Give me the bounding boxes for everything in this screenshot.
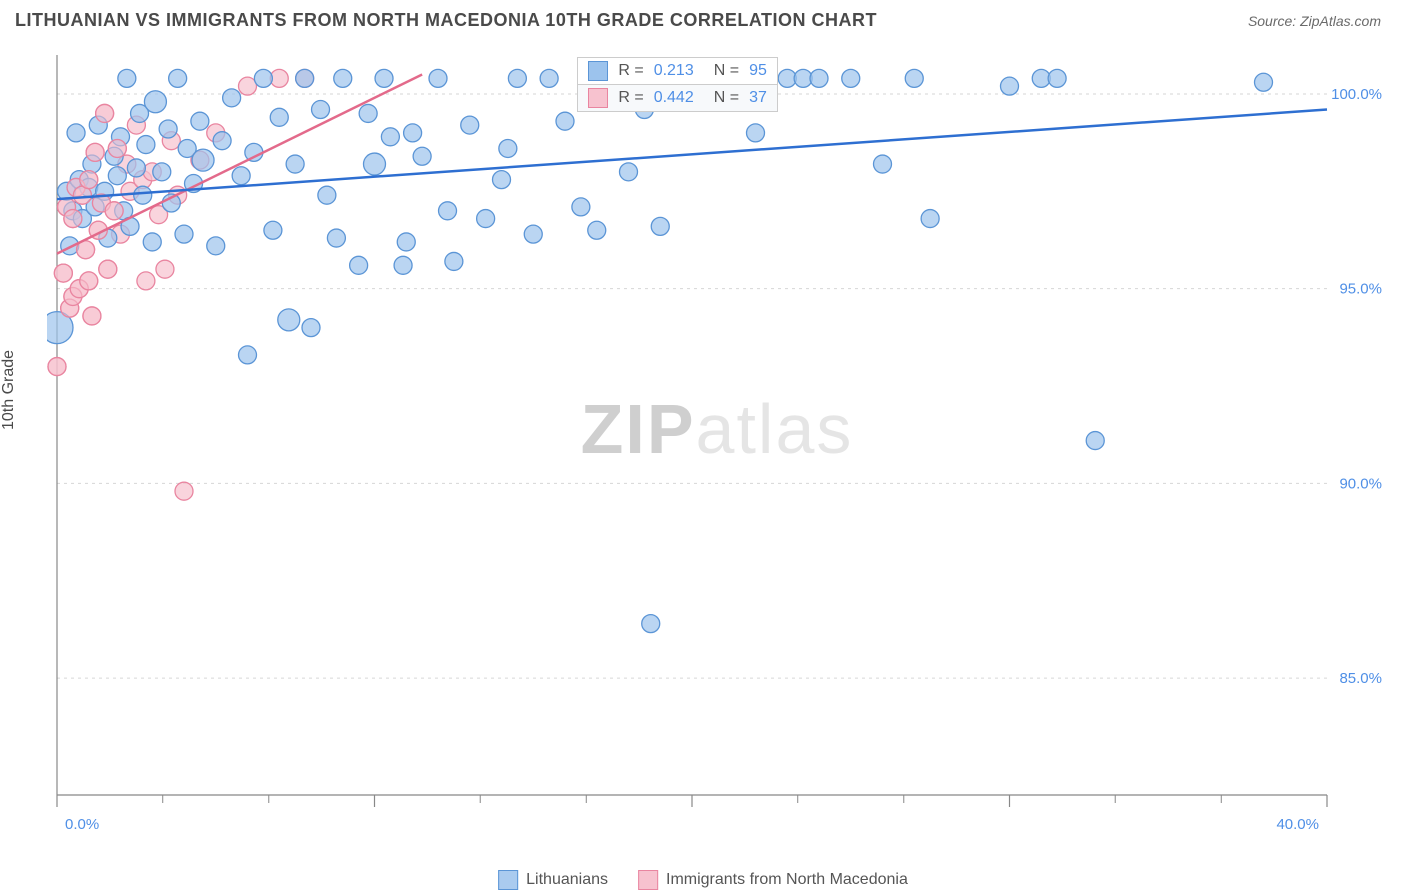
r-value-pink: 0.442 [654,89,694,107]
legend-item-blue: Lithuanians [498,870,608,890]
n-value-pink: 37 [749,89,767,107]
chart-title: LITHUANIAN VS IMMIGRANTS FROM NORTH MACE… [15,10,877,31]
y-axis-label: 10th Grade [0,350,18,430]
svg-text:85.0%: 85.0% [1339,670,1382,687]
scatter-plot-svg: 85.0% 90.0% 95.0% 100.0% 0.0% 40.0% [47,50,1387,840]
r-label: R = [618,62,643,80]
n-label: N = [714,89,739,107]
r-label: R = [618,89,643,107]
stats-row-pink: R = 0.442 N = 37 [577,84,778,112]
svg-text:100.0%: 100.0% [1331,86,1382,103]
svg-text:0.0%: 0.0% [65,816,99,833]
chart-container: LITHUANIAN VS IMMIGRANTS FROM NORTH MACE… [0,0,1406,892]
n-label: N = [714,62,739,80]
legend-swatch-blue [498,870,518,890]
svg-text:40.0%: 40.0% [1276,816,1319,833]
r-value-blue: 0.213 [654,62,694,80]
svg-text:95.0%: 95.0% [1339,281,1382,298]
stats-legend: R = 0.213 N = 95 R = 0.442 N = 37 [571,55,784,113]
n-value-blue: 95 [749,62,767,80]
legend-label-pink: Immigrants from North Macedonia [666,871,908,889]
stats-row-blue: R = 0.213 N = 95 [577,57,778,85]
legend-item-pink: Immigrants from North Macedonia [638,870,908,890]
legend-swatch-pink [638,870,658,890]
stats-swatch-blue [588,61,608,81]
legend-label-blue: Lithuanians [526,871,608,889]
bottom-legend: Lithuanians Immigrants from North Macedo… [498,870,908,890]
source-label: Source: ZipAtlas.com [1248,13,1381,29]
stats-swatch-pink [588,88,608,108]
plot-area: 85.0%90.0%95.0%100.0%0.0%40.0% ZIPatlas … [47,50,1387,840]
svg-text:90.0%: 90.0% [1339,475,1382,492]
header: LITHUANIAN VS IMMIGRANTS FROM NORTH MACE… [0,0,1406,36]
